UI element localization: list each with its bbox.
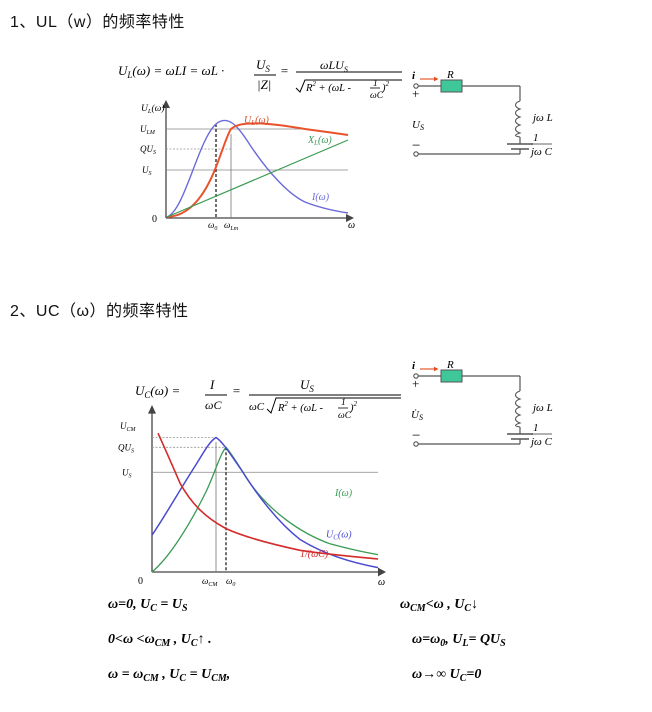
svg-text:ωLm: ωLm	[224, 220, 239, 230]
svg-text:I: I	[209, 378, 215, 392]
svg-text:R: R	[446, 69, 454, 81]
svg-text:jω C: jω C	[529, 436, 553, 448]
svg-text:+: +	[412, 376, 419, 391]
svg-text:XL(ω): XL(ω)	[307, 135, 332, 147]
svg-text:UL(ω): UL(ω)	[244, 115, 270, 127]
svg-text:jω L: jω L	[531, 112, 553, 124]
svg-text:jω L: jω L	[531, 402, 553, 414]
svg-text:ωCM<ω , UC↓: ωCM<ω , UC↓	[400, 597, 478, 614]
svg-text:QUS: QUS	[118, 443, 134, 455]
svg-text:UL(ω): UL(ω)	[141, 103, 165, 115]
svg-text:UC(ω): UC(ω)	[326, 529, 352, 541]
svg-text:I(ω): I(ω)	[334, 488, 353, 499]
svg-text:UL(ω) = ωLI = ωL ·: UL(ω) = ωLI = ωL ·	[118, 63, 224, 80]
svg-text:ω→∞ UC=0: ω→∞ UC=0	[412, 667, 481, 684]
svg-text:U̇S: U̇S	[411, 409, 423, 422]
svg-text:jω C: jω C	[529, 146, 553, 158]
svg-text:=: =	[280, 63, 289, 78]
svg-text:i: i	[412, 70, 416, 82]
svg-text:US: US	[142, 165, 152, 177]
svg-text:1: 1	[533, 422, 539, 434]
svg-text:−: −	[412, 138, 420, 154]
svg-text:UC(ω) =: UC(ω) =	[135, 383, 180, 400]
svg-text:0: 0	[152, 214, 157, 225]
svg-text:)2: )2	[381, 80, 390, 94]
svg-text:+: +	[412, 86, 419, 101]
svg-text:i: i	[412, 360, 416, 372]
svg-text:ω0: ω0	[226, 576, 235, 587]
svg-text:US: US	[300, 378, 314, 394]
svg-text:R: R	[446, 359, 454, 371]
svg-text:I(ω): I(ω)	[311, 192, 330, 203]
svg-text:|Z|: |Z|	[257, 77, 271, 92]
svg-text:ω = ωCM , UC = UCM,: ω = ωCM , UC = UCM,	[108, 667, 230, 684]
svg-text:R2 + (ωL -: R2 + (ωL -	[305, 80, 351, 94]
svg-text:ULM: ULM	[140, 124, 156, 136]
svg-text:UCM: UCM	[120, 421, 137, 433]
svg-text:ω: ω	[348, 220, 355, 230]
svg-text:=: =	[232, 383, 241, 398]
svg-text:ω0: ω0	[208, 220, 217, 230]
svg-text:US: US	[122, 467, 132, 479]
svg-text:1/(ωC): 1/(ωC)	[300, 549, 329, 560]
svg-text:ω: ω	[378, 577, 385, 587]
svg-text:0<ω <ωCM , UC↑ .: 0<ω <ωCM , UC↑ .	[108, 632, 212, 649]
svg-text:1: 1	[373, 79, 378, 89]
svg-text:−: −	[412, 428, 420, 444]
svg-text:ω=ω0, UL= QUS: ω=ω0, UL= QUS	[412, 632, 506, 649]
svg-text:0: 0	[138, 576, 143, 587]
svg-text:US: US	[256, 58, 270, 74]
svg-text:1: 1	[533, 132, 539, 144]
svg-text:ωCM: ωCM	[202, 576, 218, 587]
svg-text:ω=0, UC = US: ω=0, UC = US	[108, 597, 188, 614]
svg-text:US: US	[412, 119, 424, 132]
svg-text:QUS: QUS	[140, 144, 156, 156]
